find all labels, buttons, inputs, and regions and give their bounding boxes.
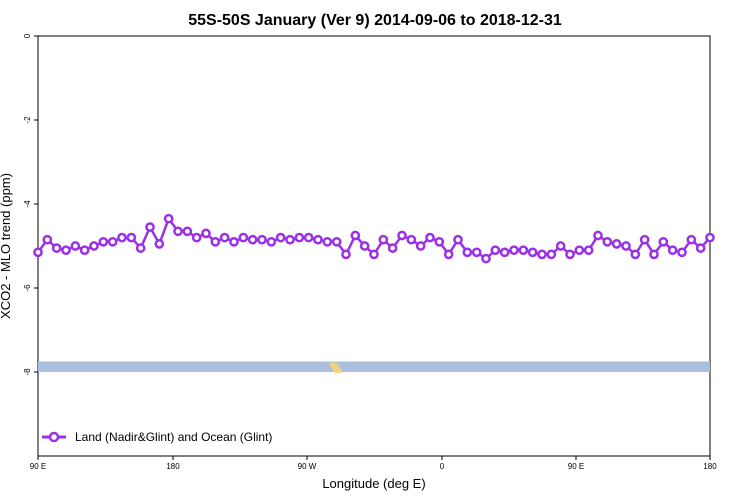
data-point bbox=[378, 234, 389, 245]
data-point bbox=[415, 241, 426, 251]
y-tick-label: -8 bbox=[23, 368, 32, 376]
data-point bbox=[574, 245, 585, 256]
x-axis-label: Longitude (deg E) bbox=[322, 476, 425, 491]
data-point bbox=[434, 236, 445, 247]
data-point bbox=[229, 236, 239, 247]
data-point bbox=[247, 234, 258, 245]
y-axis-label: XCO2 - MLO trend (ppm) bbox=[0, 173, 13, 319]
data-point bbox=[163, 213, 174, 224]
data-point bbox=[126, 232, 137, 243]
y-tick-label: -4 bbox=[23, 200, 32, 208]
x-tick-label: 90 W bbox=[298, 462, 317, 471]
data-point bbox=[509, 245, 519, 256]
data-point bbox=[51, 243, 62, 253]
data-point bbox=[341, 249, 351, 260]
data-point bbox=[350, 230, 361, 241]
data-point bbox=[695, 243, 706, 253]
data-point bbox=[154, 239, 165, 249]
legend-entry-label: Land (Nadir&Glint) and Ocean (Glint) bbox=[75, 430, 272, 444]
data-point bbox=[70, 241, 81, 251]
legend: Land (Nadir&Glint) and Ocean (Glint) bbox=[42, 430, 272, 444]
data-point bbox=[294, 232, 305, 243]
data-point bbox=[219, 232, 230, 243]
chart-title: 55S-50S January (Ver 9) 2014-09-06 to 20… bbox=[188, 12, 562, 29]
data-point bbox=[173, 226, 183, 237]
data-point bbox=[331, 236, 342, 247]
land-marker bbox=[333, 366, 340, 371]
data-point bbox=[257, 234, 267, 245]
data-point bbox=[145, 222, 155, 232]
axes: 90 E 180 90 W 0 90 E 180 0 -2 -4 -6 -8 bbox=[23, 33, 717, 471]
data-point bbox=[89, 241, 99, 251]
series-layer bbox=[33, 213, 715, 264]
y-tick-label: -2 bbox=[23, 116, 32, 124]
data-point bbox=[499, 247, 510, 258]
land-ocean-band bbox=[38, 361, 710, 374]
data-point bbox=[555, 241, 566, 251]
data-point bbox=[61, 245, 71, 256]
data-point bbox=[621, 241, 631, 251]
land-marker bbox=[331, 364, 339, 369]
data-point bbox=[369, 249, 379, 260]
data-point bbox=[481, 253, 491, 264]
data-point bbox=[658, 236, 669, 247]
legend-marker bbox=[48, 431, 60, 443]
ocean-band bbox=[38, 361, 710, 372]
data-point bbox=[135, 243, 146, 253]
data-point bbox=[42, 234, 53, 245]
data-point bbox=[322, 236, 333, 247]
x-tick-label: 180 bbox=[166, 462, 180, 471]
data-point bbox=[406, 234, 417, 245]
data-point bbox=[565, 249, 575, 260]
x-tick-label: 180 bbox=[703, 462, 717, 471]
data-point bbox=[359, 241, 370, 251]
land-marker bbox=[334, 369, 342, 374]
data-point bbox=[397, 230, 407, 241]
data-point bbox=[266, 236, 277, 247]
data-point bbox=[453, 234, 463, 245]
data-point bbox=[490, 245, 501, 256]
data-point bbox=[639, 234, 650, 245]
x-tick-label: 90 E bbox=[30, 462, 46, 471]
data-point bbox=[602, 236, 613, 247]
data-point bbox=[583, 245, 594, 256]
x-tick-label: 0 bbox=[440, 462, 445, 471]
data-point bbox=[443, 249, 454, 260]
data-point bbox=[107, 236, 118, 247]
data-point bbox=[285, 234, 295, 245]
data-point bbox=[238, 232, 249, 243]
plot-area bbox=[37, 35, 711, 457]
data-point bbox=[201, 228, 211, 239]
data-point bbox=[649, 249, 659, 260]
data-point bbox=[630, 249, 641, 260]
data-point bbox=[527, 247, 538, 258]
data-point bbox=[182, 226, 193, 237]
data-point bbox=[686, 234, 697, 245]
data-point bbox=[33, 247, 43, 258]
data-point bbox=[79, 245, 90, 256]
data-point bbox=[518, 245, 529, 256]
data-point bbox=[537, 249, 547, 260]
data-point bbox=[667, 245, 678, 256]
data-point bbox=[546, 249, 557, 260]
data-point bbox=[275, 232, 286, 243]
data-point bbox=[705, 232, 715, 243]
data-point bbox=[98, 236, 109, 247]
data-point bbox=[677, 247, 687, 258]
data-point bbox=[611, 239, 622, 249]
data-point bbox=[593, 230, 603, 241]
data-point bbox=[117, 232, 127, 243]
data-point bbox=[313, 234, 323, 245]
data-point bbox=[191, 232, 202, 243]
data-point bbox=[471, 247, 482, 258]
data-point bbox=[387, 243, 398, 253]
data-point bbox=[462, 247, 473, 258]
data-point bbox=[425, 232, 435, 243]
data-point bbox=[210, 236, 221, 247]
y-tick-label: -6 bbox=[23, 284, 32, 292]
data-point bbox=[303, 232, 314, 243]
y-tick-label: 0 bbox=[23, 33, 32, 38]
x-tick-label: 90 E bbox=[568, 462, 584, 471]
